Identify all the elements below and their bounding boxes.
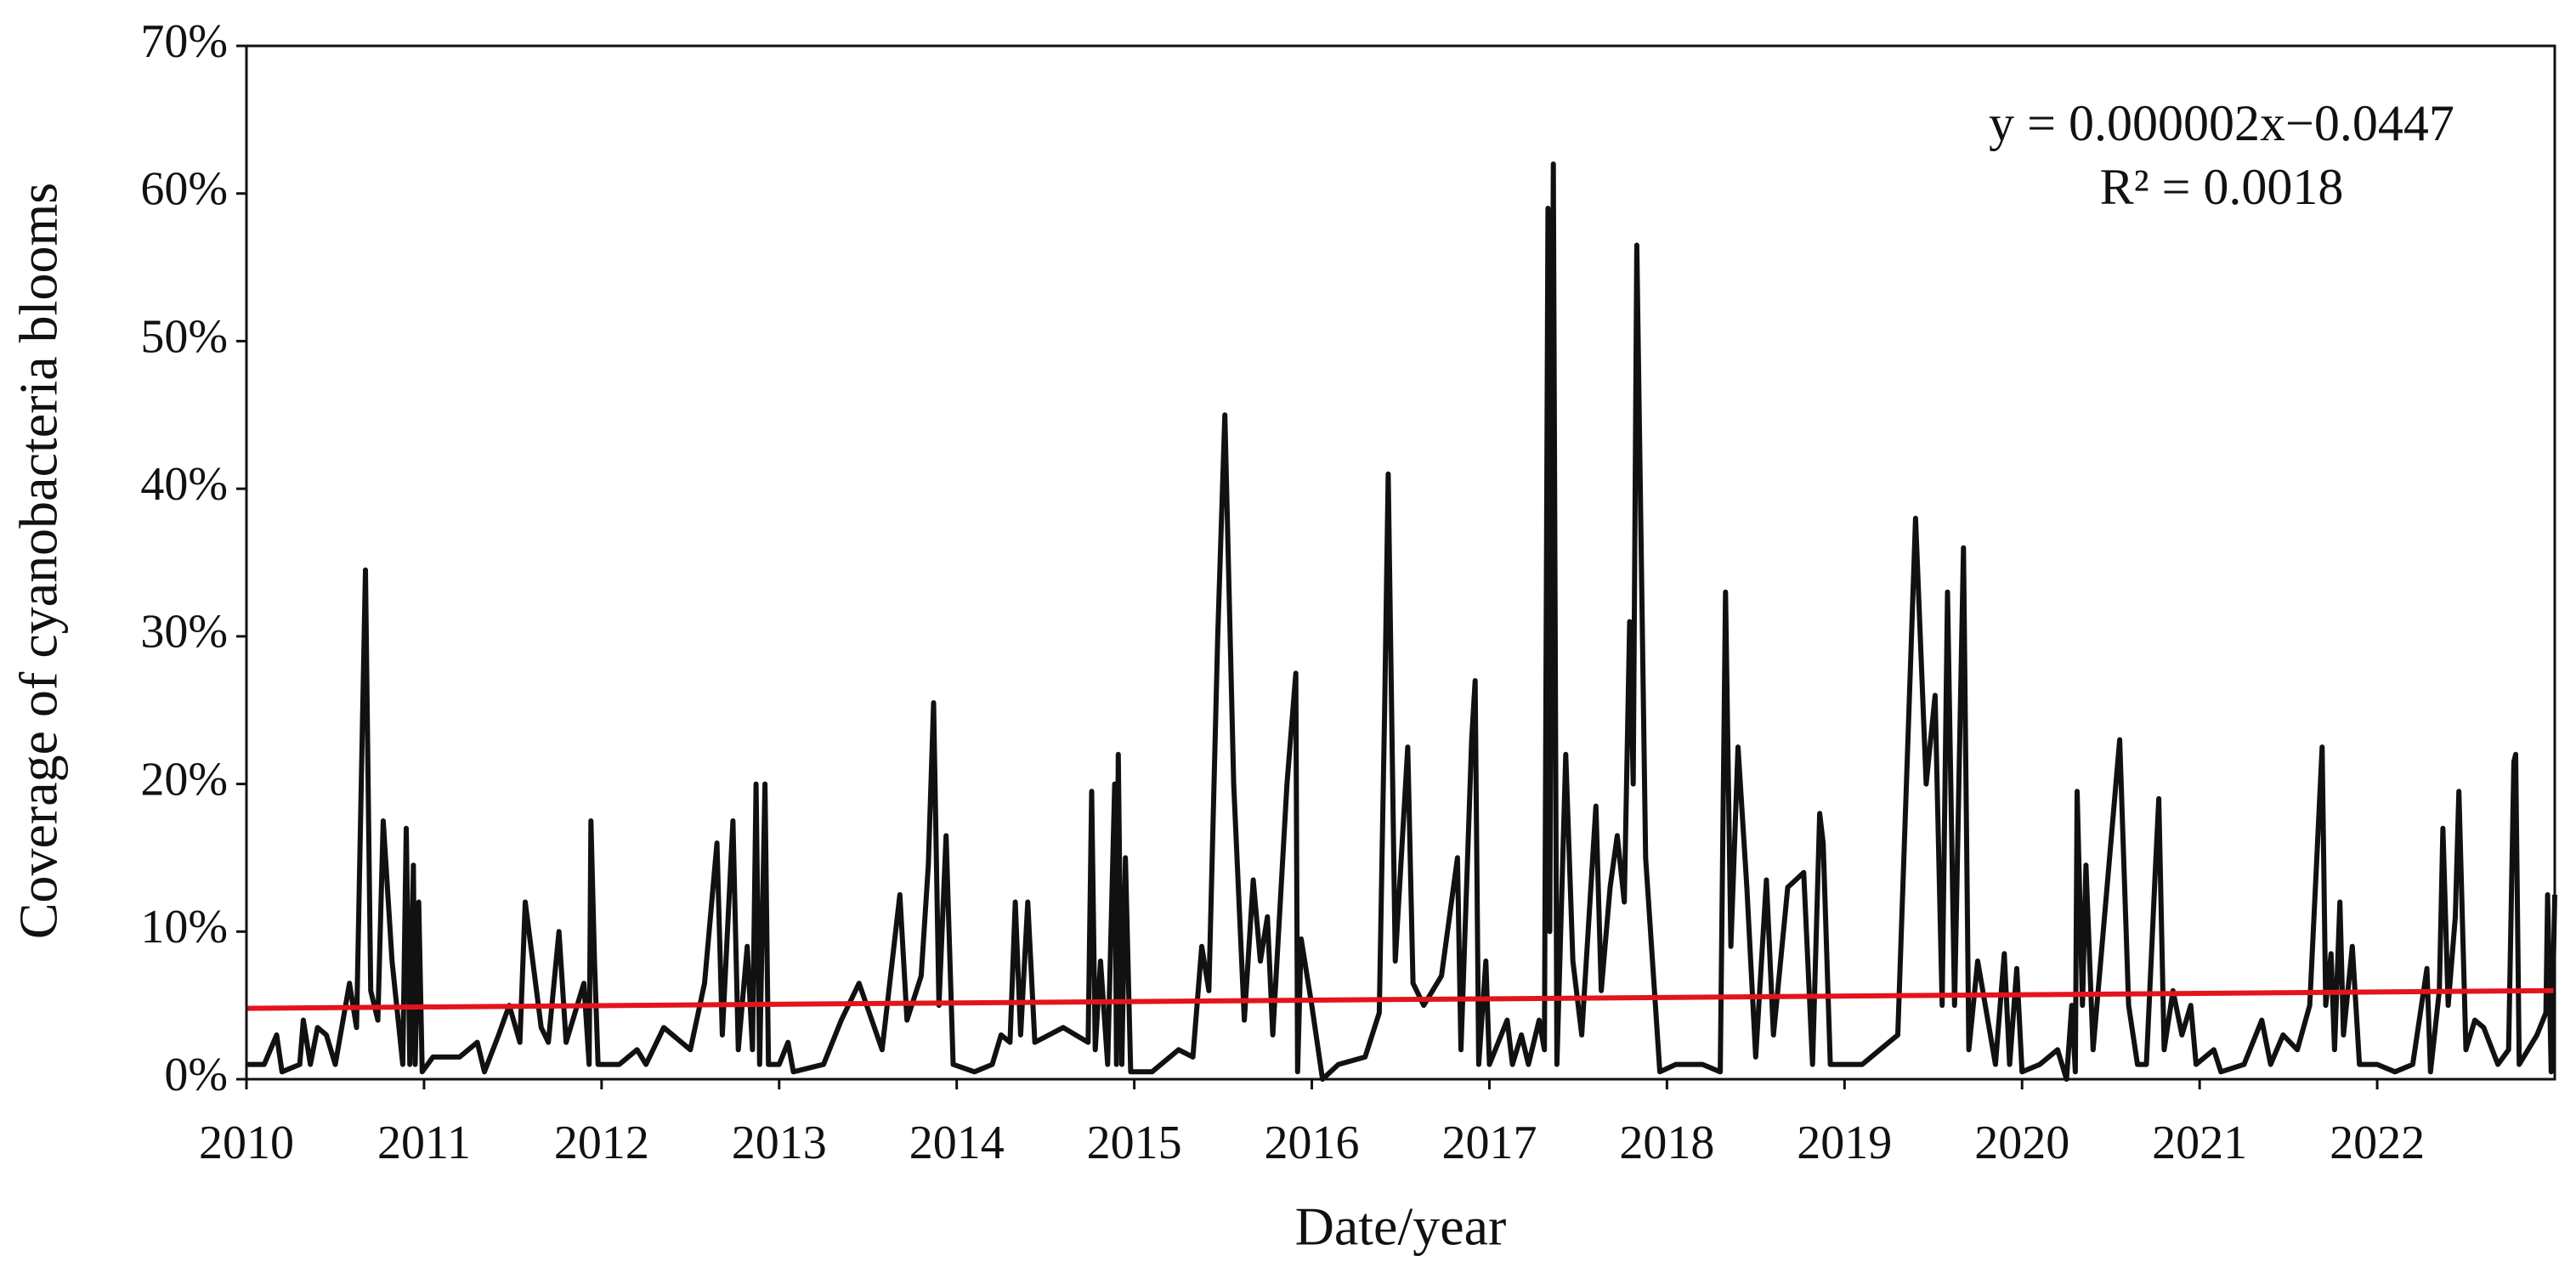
y-tick-label: 50% — [140, 310, 228, 363]
r-squared: R² = 0.0018 — [2100, 159, 2344, 215]
y-axis-label: Coverage of cyanobacteria blooms — [8, 183, 69, 939]
x-tick-label: 2014 — [909, 1117, 1005, 1169]
x-tick-label: 2021 — [2152, 1117, 2247, 1169]
trend-equation: y = 0.000002x−0.0447 — [1989, 95, 2454, 151]
x-axis-label: Date/year — [1295, 1196, 1507, 1257]
data-line — [246, 161, 2557, 1082]
x-tick-label: 2017 — [1441, 1117, 1537, 1169]
x-tick-label: 2011 — [377, 1117, 471, 1169]
x-tick-label: 2020 — [1974, 1117, 2069, 1169]
trend-line — [246, 987, 2556, 1011]
x-tick-label: 2015 — [1087, 1117, 1182, 1169]
y-tick-label: 10% — [140, 901, 228, 953]
plot-frame — [245, 44, 2556, 1081]
x-tick-label: 2019 — [1797, 1117, 1892, 1169]
y-tick-label: 30% — [140, 606, 228, 659]
x-tick-label: 2012 — [554, 1117, 649, 1169]
y-tick-label: 70% — [140, 15, 228, 68]
x-tick-label: 2018 — [1619, 1117, 1714, 1169]
x-tick-label: 2016 — [1265, 1117, 1360, 1169]
x-tick-label: 2022 — [2330, 1117, 2425, 1169]
y-tick-label: 40% — [140, 458, 228, 511]
y-tick-label: 20% — [140, 753, 228, 806]
x-tick-label: 2010 — [199, 1117, 294, 1169]
x-tick-label: 2013 — [732, 1117, 827, 1169]
y-tick-label: 0% — [164, 1049, 228, 1101]
y-tick-label: 60% — [140, 163, 228, 216]
